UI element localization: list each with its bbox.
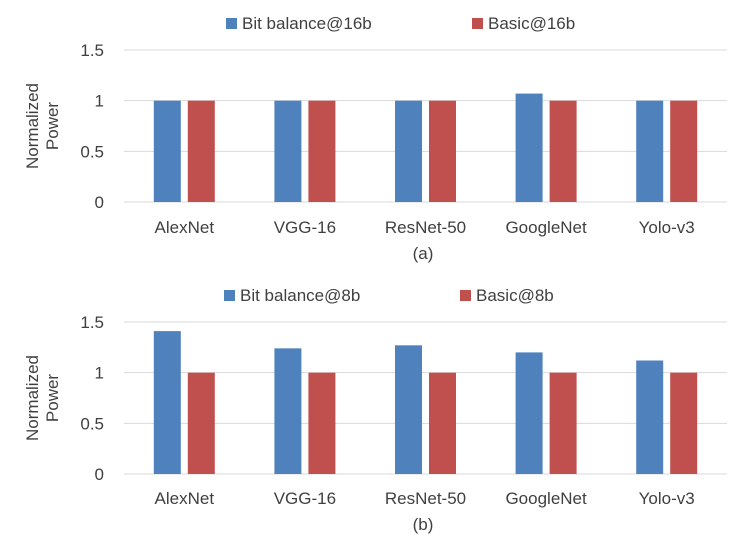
bar-series-b [308, 100, 336, 202]
x-tick-label: ResNet-50 [385, 489, 466, 508]
panel-label: (b) [413, 515, 434, 534]
y-axis-label-line: Normalized [23, 83, 42, 169]
y-axis-label: Normalized Power [23, 83, 62, 169]
bar-series-a [153, 100, 181, 202]
y-tick-label: 0.5 [80, 142, 104, 161]
bar-series-b [429, 372, 456, 474]
y-axis-label-line: Power [43, 102, 62, 151]
bar-series-b [187, 372, 215, 474]
panel-label: (a) [413, 244, 434, 263]
bar-series-b [429, 100, 456, 202]
legend-label: Basic@16b [488, 14, 575, 33]
bar-series-b [549, 372, 577, 474]
bar-series-a [274, 348, 302, 474]
x-tick-label: GoogleNet [505, 218, 587, 237]
bar-series-b [308, 372, 336, 474]
y-tick-label: 1.5 [80, 41, 104, 60]
x-tick-label: VGG-16 [274, 218, 336, 237]
x-tick-label: Yolo-v3 [639, 218, 695, 237]
x-tick-label: AlexNet [155, 218, 215, 237]
bar-series-a [153, 331, 181, 474]
legend-swatch [460, 290, 471, 301]
y-axis-label-line: Power [43, 374, 62, 423]
bar-series-b [670, 100, 698, 202]
bar-series-b [670, 372, 698, 474]
bar-series-a [395, 345, 422, 474]
bar-series-a [636, 360, 664, 474]
legend-label: Bit balance@8b [240, 286, 360, 305]
chart-panel-1: 0 0.5 1 1.5 Normalized Power AlexNet VGG-16 ResN… [23, 286, 727, 534]
x-tick-label: ResNet-50 [385, 218, 466, 237]
bar-series-a [395, 100, 422, 202]
legend-label: Bit balance@16b [242, 14, 372, 33]
y-tick-label: 0 [95, 465, 104, 484]
y-tick-label: 1.5 [80, 313, 104, 332]
legend-swatch [472, 18, 483, 29]
y-tick-label: 1 [95, 92, 104, 111]
x-tick-label: AlexNet [155, 489, 215, 508]
y-tick-label: 0 [95, 193, 104, 212]
y-tick-label: 0.5 [80, 414, 104, 433]
x-tick-label: Yolo-v3 [639, 489, 695, 508]
y-axis-label: Normalized Power [23, 355, 62, 441]
legend-swatch [226, 18, 237, 29]
bar-series-a [515, 93, 543, 202]
y-tick-label: 1 [95, 364, 104, 383]
legend-label: Basic@8b [476, 286, 554, 305]
y-axis-label-line: Normalized [23, 355, 42, 441]
bar-series-a [515, 352, 543, 474]
x-tick-label: GoogleNet [505, 489, 587, 508]
x-tick-label: VGG-16 [274, 489, 336, 508]
bar-series-b [549, 100, 577, 202]
legend-swatch [224, 290, 235, 301]
bar-series-a [636, 100, 664, 202]
chart-panel-0: 0 0.5 1 1.5 Normalized Power AlexNet VGG-16 ResN… [23, 14, 727, 263]
bar-series-a [274, 100, 302, 202]
bar-series-b [187, 100, 215, 202]
